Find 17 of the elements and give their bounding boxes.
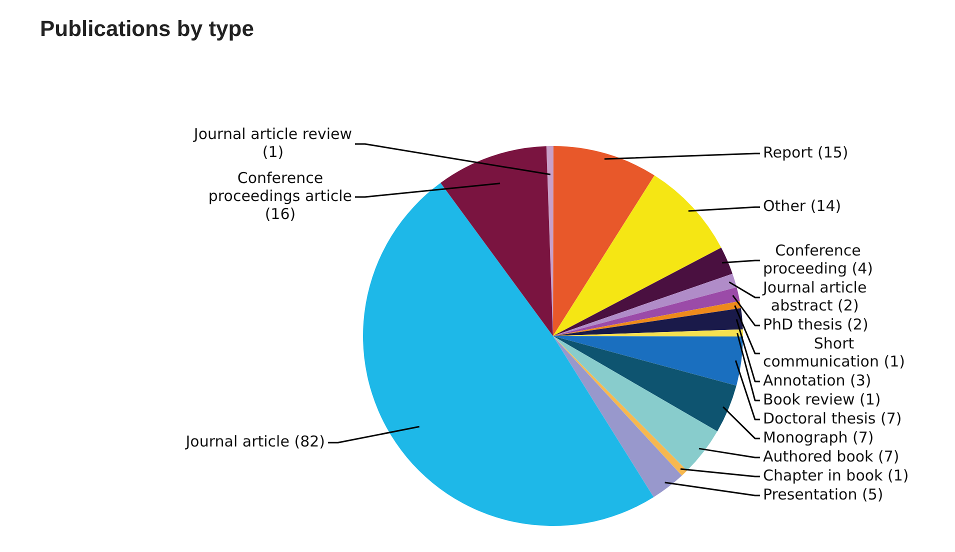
slice-label: Chapter in book (1) <box>762 466 909 484</box>
slice-label: Monograph (7) <box>762 428 874 446</box>
slice-label: Short communication (1) <box>762 334 906 370</box>
slice-label: Presentation (5) <box>762 485 884 504</box>
slice-label: Other (14) <box>762 197 842 216</box>
slice-label: Book review (1) <box>762 390 881 408</box>
slice-label: Conference proceeding (4) <box>762 241 873 278</box>
slice-label: Journal article review (1) <box>192 124 352 161</box>
slice-label: Authored book (7) <box>762 447 900 466</box>
chart-title: Publications by type <box>40 16 254 42</box>
slice-label: Journal article (82) <box>184 432 326 451</box>
slice-label: Annotation (3) <box>762 371 872 390</box>
slice-label: Report (15) <box>762 143 848 162</box>
slice-label: Journal article abstract (2) <box>762 278 867 314</box>
slice-label: Doctoral thesis (7) <box>762 409 902 428</box>
slice-label: Conference proceedings article (16) <box>208 168 352 223</box>
slice-label: PhD thesis (2) <box>762 315 868 334</box>
